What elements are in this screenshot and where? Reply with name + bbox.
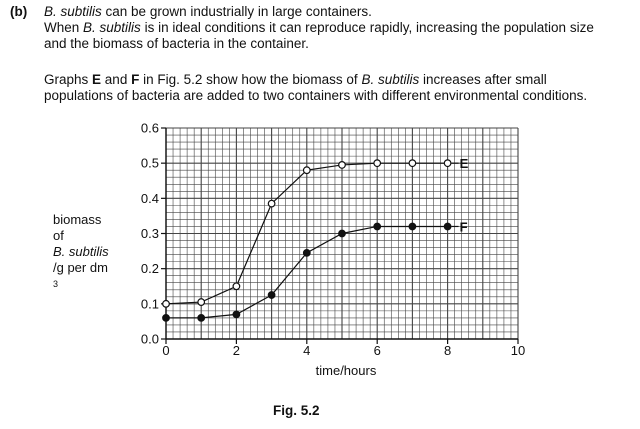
x-tick-label: 8	[444, 343, 451, 358]
y-axis-label-unit: /g per dm	[53, 260, 108, 275]
sentence-1-text: can be grown industrially in large conta…	[101, 4, 372, 19]
data-point-f	[162, 314, 170, 322]
question-paragraph-2: Graphs E and F in Fig. 5.2 show how the …	[44, 72, 634, 104]
data-point-e	[338, 161, 346, 169]
data-point-e	[373, 159, 382, 168]
question-label: (b)	[10, 4, 28, 19]
p2-line-2: populations of bacteria are added to two…	[44, 88, 588, 103]
y-tick-label: 0.4	[141, 191, 159, 206]
x-tick-label: 6	[374, 343, 381, 358]
p2-prefix: Graphs	[44, 72, 93, 87]
data-point-f	[408, 222, 417, 231]
sentence-3-text: and the biomass of bacteria in the conta…	[44, 36, 309, 51]
data-point-e	[197, 298, 206, 306]
sentence-2-prefix: When	[44, 20, 84, 35]
p2-and: and	[101, 72, 132, 87]
sentence-2-text: is in ideal conditions it can reproduce …	[140, 20, 594, 35]
graph-f-ref: F	[131, 72, 140, 87]
x-tick-label: 10	[511, 343, 525, 358]
data-point-e	[232, 282, 241, 291]
series-label-e: E	[460, 156, 469, 171]
y-axis-label-line-1: biomass	[53, 212, 102, 227]
y-tick-label: 0.6	[141, 121, 159, 136]
x-tick-label: 4	[303, 343, 310, 358]
species-name: B. subtilis	[44, 4, 102, 19]
y-axis-label: biomass of B. subtilis /g per dm 3	[53, 212, 109, 296]
y-tick-label: 0.5	[141, 156, 159, 171]
y-axis-label-unit-sup: 3	[53, 279, 59, 289]
data-point-f	[197, 314, 206, 322]
species-name: B. subtilis	[361, 72, 420, 87]
data-point-f	[338, 229, 346, 238]
species-name: B. subtilis	[83, 20, 141, 35]
data-point-f	[232, 310, 241, 319]
y-tick-label: 0.0	[141, 332, 159, 347]
y-axis-label-species: B. subtilis	[53, 244, 109, 259]
data-point-e	[267, 199, 276, 208]
data-point-f	[267, 291, 276, 299]
x-tick-label: 0	[162, 343, 169, 358]
x-axis-label: time/hours	[316, 363, 377, 378]
data-point-f	[302, 248, 311, 257]
p2-post: increases after small	[419, 72, 547, 87]
data-point-f	[443, 222, 452, 231]
data-point-e	[408, 159, 417, 168]
data-point-e	[443, 159, 452, 168]
graph-e-ref: E	[92, 72, 102, 87]
y-tick-label: 0.3	[141, 226, 159, 241]
data-point-f	[373, 222, 382, 231]
series-label-f: F	[460, 219, 468, 234]
y-tick-label: 0.1	[141, 296, 159, 311]
y-tick-label: 0.2	[141, 261, 159, 276]
x-tick-label: 2	[233, 343, 240, 358]
data-point-e	[302, 166, 311, 175]
y-axis-label-of: of	[53, 228, 64, 243]
data-point-e	[162, 299, 170, 308]
question-paragraph-1: B. subtilis can be grown industrially in…	[44, 4, 634, 52]
figure-caption: Fig. 5.2	[273, 403, 320, 418]
p2-middle: in Fig. 5.2 show how the biomass of	[139, 72, 362, 87]
